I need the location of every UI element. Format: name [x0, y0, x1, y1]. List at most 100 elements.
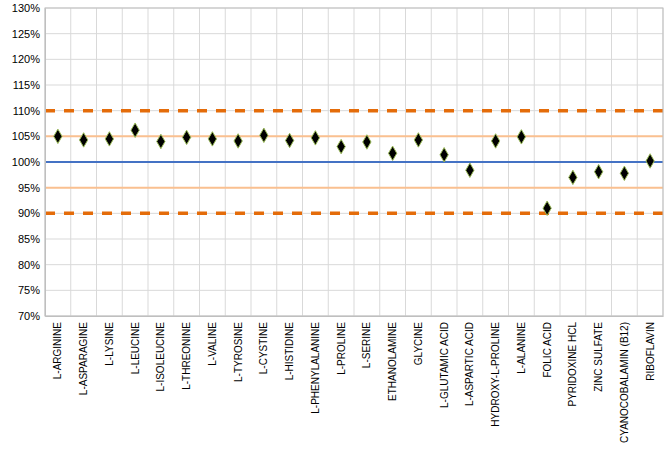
- y-tick-label: 115%: [13, 79, 41, 91]
- x-tick: L-SERINE: [361, 316, 372, 368]
- y-tick-label: 95%: [18, 182, 40, 194]
- x-tick-label: CYANOCOBALAMIN (B12): [619, 322, 630, 443]
- y-tick: 100%: [12, 156, 45, 168]
- x-tick-label: L-CYSTINE: [258, 322, 269, 375]
- x-tick: CYANOCOBALAMIN (B12): [619, 316, 630, 443]
- x-tick: RIBOFLAVIN: [645, 316, 656, 381]
- point: [208, 132, 216, 146]
- x-tick: FOLIC ACID: [542, 316, 553, 378]
- point: [260, 128, 268, 142]
- reference-line: [45, 135, 663, 137]
- x-tick-label: L-GLUTAMIC ACID: [439, 322, 450, 408]
- point: [182, 130, 190, 144]
- x-tick: L-HISTIDINE: [284, 316, 295, 380]
- y-tick-label: 120%: [12, 53, 40, 65]
- x-tick: L-ISOLEUCINE: [155, 316, 166, 391]
- x-tick-label: L-TYROSINE: [233, 322, 244, 382]
- point: [54, 129, 62, 143]
- x-tick: GLYCINE: [413, 316, 424, 365]
- x-tick-label: HYDROXY-L-PROLINE: [490, 322, 501, 427]
- point: [543, 201, 551, 215]
- reference-line: [45, 187, 663, 189]
- grid: [45, 8, 663, 316]
- point: [466, 163, 474, 177]
- x-tick-label: L-ARGININE: [52, 322, 63, 380]
- y-tick: 85%: [18, 233, 45, 245]
- x-tick: L-CYSTINE: [258, 316, 269, 374]
- x-tick: L-PROLINE: [336, 316, 347, 375]
- y-tick: 125%: [12, 28, 45, 40]
- x-tick-label: L-VALINE: [207, 322, 218, 366]
- y-tick-label: 105%: [12, 130, 40, 142]
- point: [517, 130, 525, 144]
- point: [388, 146, 396, 160]
- grid-line: [45, 213, 663, 214]
- y-tick: 105%: [12, 130, 45, 142]
- point: [311, 131, 319, 145]
- y-tick: 75%: [18, 284, 45, 296]
- x-tick: ZINC SULFATE: [593, 316, 604, 392]
- x-tick: L-LYSINE: [104, 316, 115, 366]
- x-tick-label: L-LEUCINE: [130, 322, 141, 375]
- x-tick-label: L-THREONINE: [181, 322, 192, 390]
- chart: 70% 75% 80% 85% 90% 95% 100% 105% 110% 115% 120% 12…: [0, 0, 669, 467]
- reference-line: [45, 109, 663, 113]
- x-tick-label: ZINC SULFATE: [593, 322, 604, 392]
- x-tick-label: GLYCINE: [413, 322, 424, 365]
- point: [491, 134, 499, 148]
- y-tick: 70%: [18, 310, 45, 322]
- y-tick-label: 90%: [18, 207, 40, 219]
- x-tick: L-TYROSINE: [233, 316, 244, 382]
- x-tick-label: L-ALANINE: [516, 322, 527, 374]
- y-tick-label: 125%: [12, 28, 40, 40]
- point: [105, 132, 113, 146]
- y-tick-label: 75%: [18, 284, 40, 296]
- y-tick: 110%: [13, 105, 45, 117]
- x-tick-label: L-PROLINE: [336, 322, 347, 375]
- y-tick: 95%: [18, 182, 45, 194]
- x-tick-label: L-HISTIDINE: [284, 322, 295, 381]
- point: [646, 154, 654, 168]
- x-tick-label: L-LYSINE: [104, 322, 115, 366]
- point: [131, 123, 139, 137]
- point: [620, 166, 628, 180]
- x-tick: L-VALINE: [207, 316, 218, 366]
- y-axis: 70% 75% 80% 85% 90% 95% 100% 105% 110% 115% 120% 12…: [12, 2, 46, 322]
- y-tick: 90%: [18, 207, 45, 219]
- point: [594, 165, 602, 179]
- x-tick: HYDROXY-L-PROLINE: [490, 316, 501, 427]
- grid-line: [45, 136, 663, 137]
- x-tick-label: L-PHENYLALANINE: [310, 322, 321, 414]
- point: [285, 133, 293, 147]
- x-tick: ETHANOLAMINE: [387, 316, 398, 401]
- point: [569, 170, 577, 184]
- y-tick: 130%: [12, 2, 45, 14]
- x-tick-label: RIBOFLAVIN: [645, 322, 656, 381]
- marks: [45, 111, 663, 216]
- x-tick: L-ARGININE: [52, 316, 63, 379]
- y-tick-label: 100%: [12, 156, 40, 168]
- x-tick-label: L-SERINE: [361, 322, 372, 368]
- y-tick: 120%: [12, 53, 45, 65]
- grid-line: [45, 187, 663, 188]
- y-tick-label: 110%: [13, 105, 41, 117]
- plot-frame: [45, 8, 663, 316]
- y-tick: 115%: [13, 79, 45, 91]
- x-tick: L-THREONINE: [181, 316, 192, 390]
- x-tick-label: L-ASPARAGINE: [78, 322, 89, 395]
- x-tick-label: L-ASPARTIC ACID: [464, 322, 475, 406]
- point: [363, 135, 371, 149]
- grid-line: [45, 162, 663, 163]
- reference-line: [45, 161, 663, 163]
- y-tick: 80%: [18, 259, 45, 271]
- point: [157, 134, 165, 148]
- x-tick: L-GLUTAMIC ACID: [439, 316, 450, 408]
- reference-line: [45, 212, 663, 216]
- x-tick: L-PHENYLALANINE: [310, 316, 321, 414]
- x-tick: L-LEUCINE: [130, 316, 141, 374]
- x-tick-label: FOLIC ACID: [542, 322, 553, 378]
- point: [234, 134, 242, 148]
- x-tick-label: ETHANOLAMINE: [387, 322, 398, 401]
- point: [79, 133, 87, 147]
- x-tick: L-ALANINE: [516, 316, 527, 374]
